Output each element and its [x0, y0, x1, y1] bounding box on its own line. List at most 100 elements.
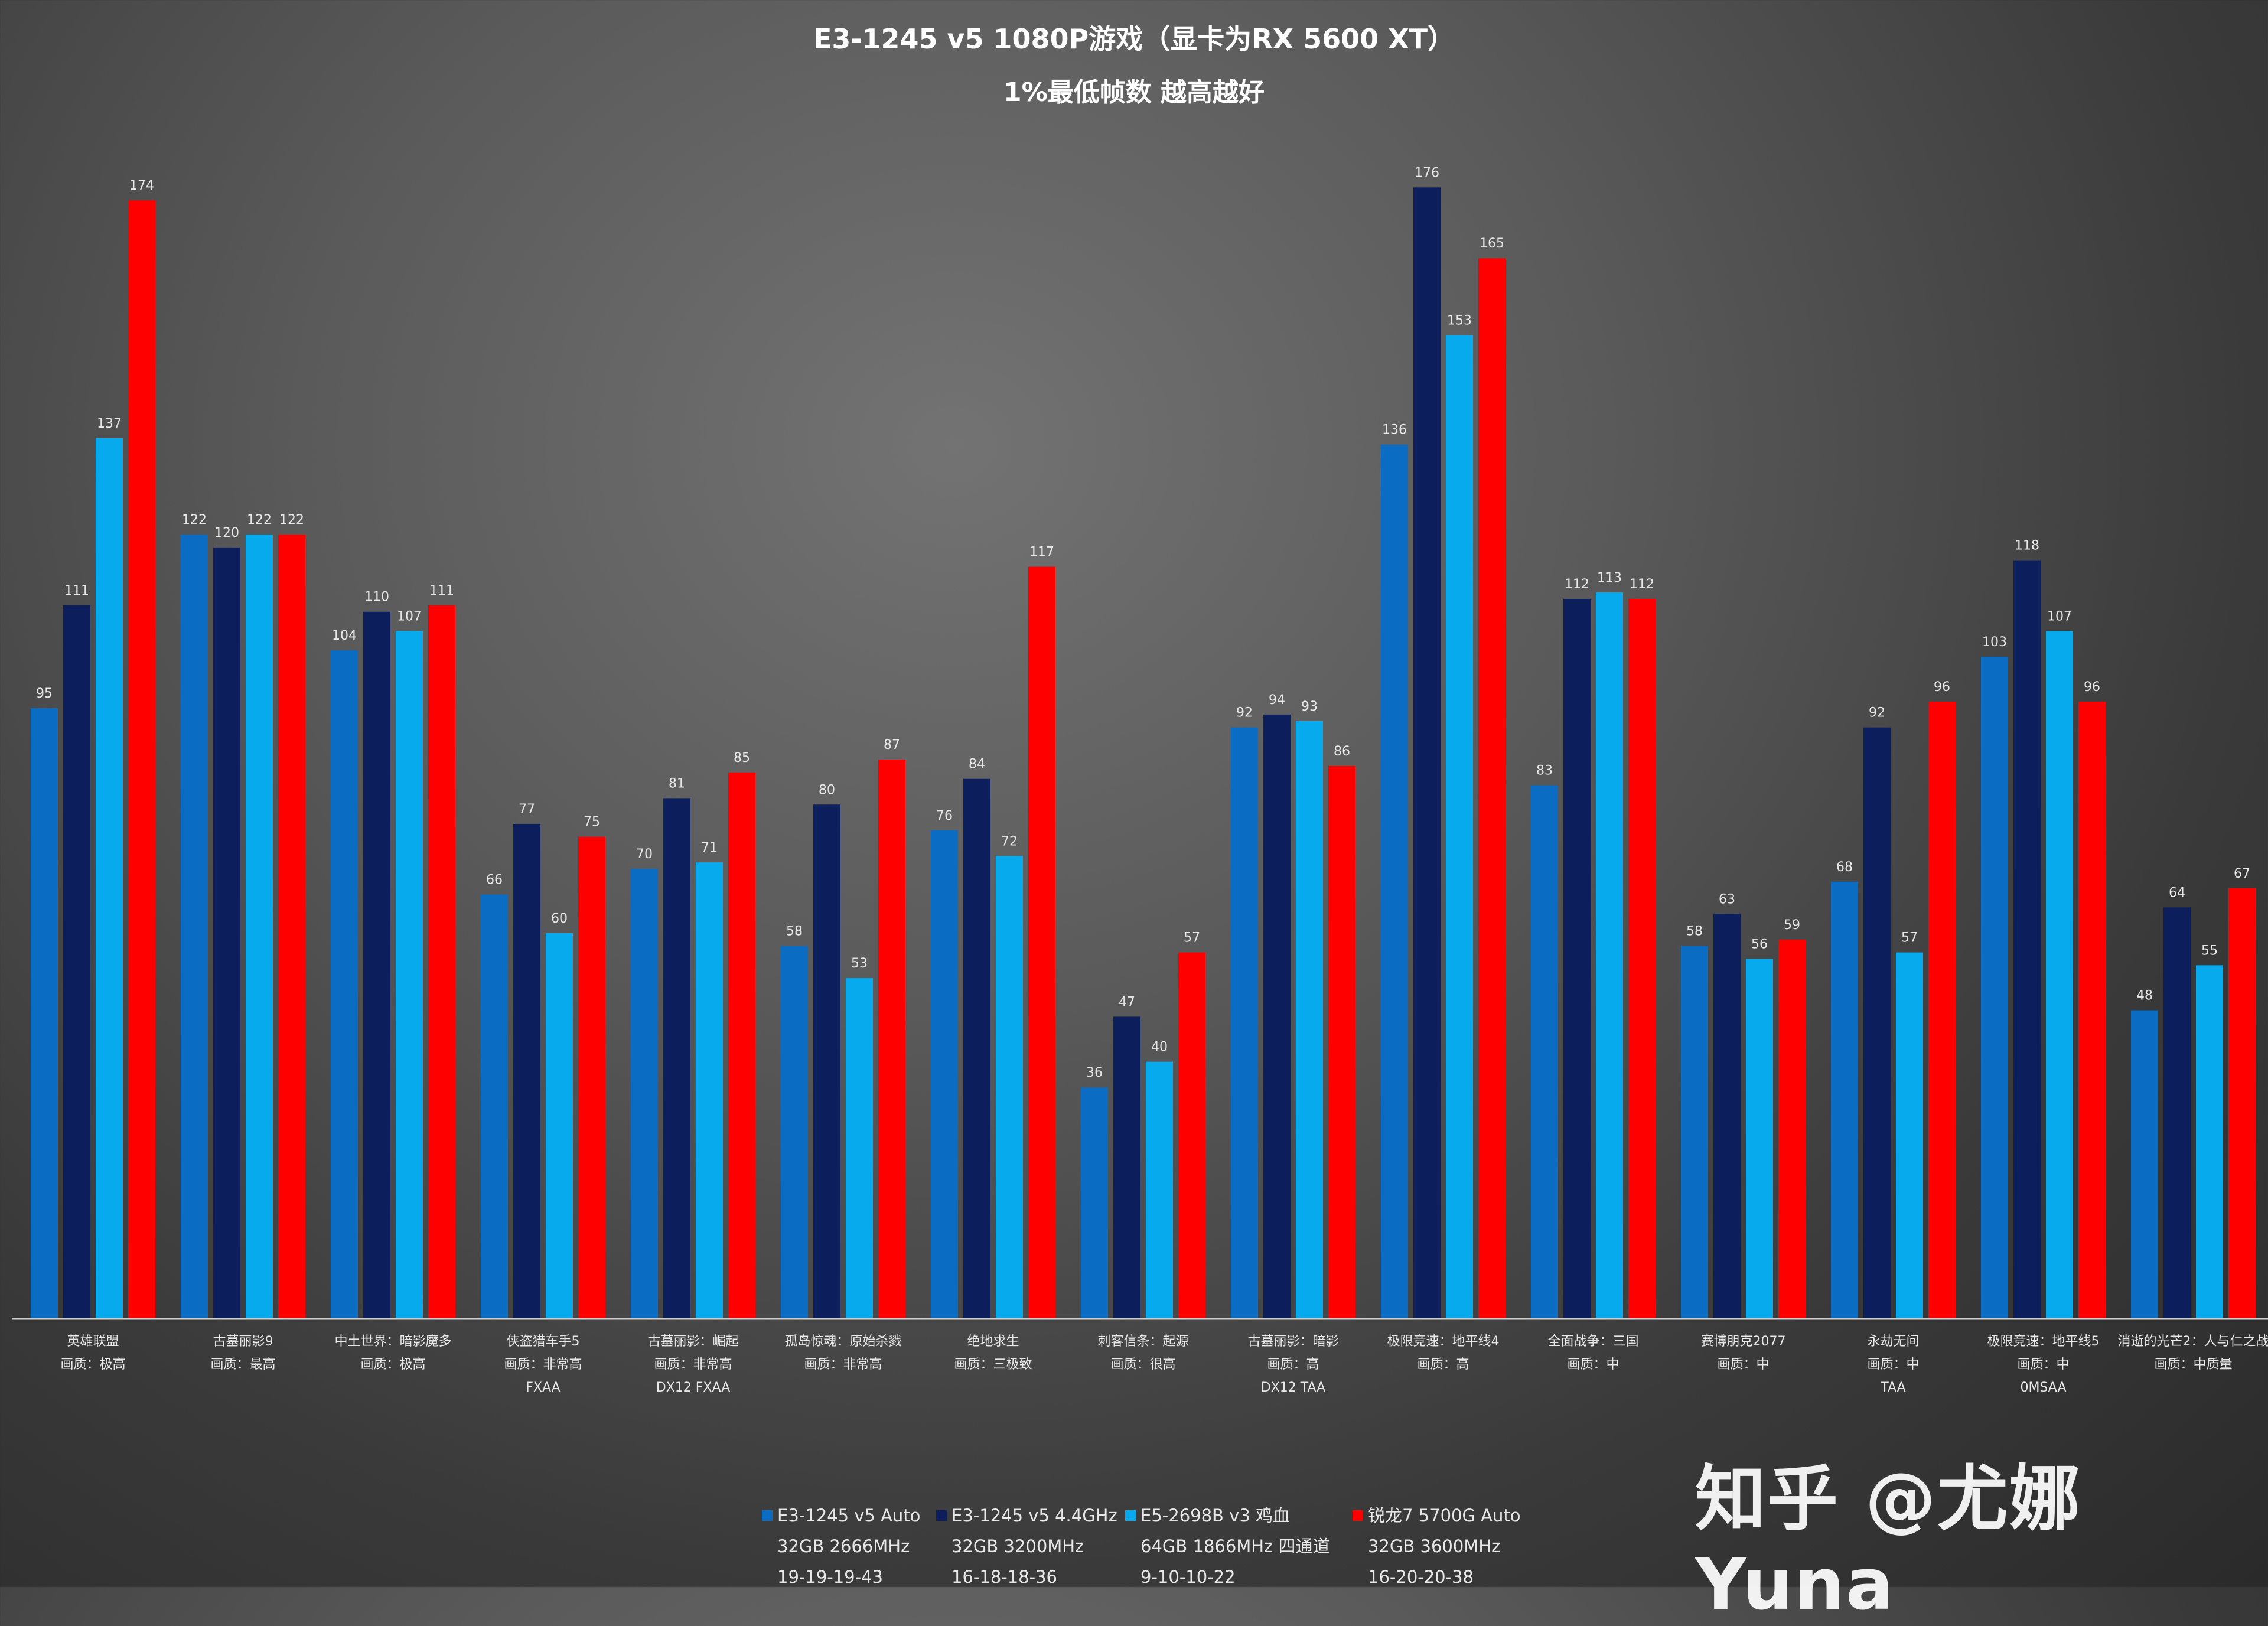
bar-2-11 [1563, 599, 1591, 1319]
data-label: 153 [1447, 314, 1472, 328]
bar-2-9 [1263, 715, 1291, 1319]
data-label: 103 [1982, 635, 2007, 650]
bar-2-15 [2163, 907, 2191, 1319]
data-label: 95 [36, 686, 53, 701]
legend-detail: 16-18-18-36 [951, 1562, 1117, 1592]
data-label: 58 [1686, 924, 1703, 939]
bar-3-10 [1446, 335, 1473, 1319]
data-label: 87 [884, 738, 900, 752]
category-label: 画质：很高 [1110, 1357, 1175, 1372]
category-label: 画质：非常高 [504, 1357, 582, 1372]
bar-4-5 [728, 773, 755, 1319]
data-label: 83 [1536, 764, 1553, 778]
bar-3-2 [246, 535, 273, 1319]
bar-2-6 [813, 804, 840, 1319]
bar-4-11 [1628, 599, 1656, 1319]
data-label: 86 [1334, 744, 1350, 759]
bar-3-15 [2196, 965, 2223, 1319]
data-label: 117 [1029, 545, 1054, 560]
bar-3-11 [1596, 592, 1623, 1319]
data-label: 60 [551, 911, 568, 926]
data-label: 112 [1630, 577, 1654, 592]
data-label: 48 [2136, 989, 2153, 1003]
data-label: 57 [1184, 931, 1200, 946]
data-label: 84 [969, 757, 985, 772]
bar-4-8 [1178, 953, 1205, 1319]
category-label: 画质：高 [1417, 1357, 1469, 1372]
legend-detail: 32GB 3200MHz [951, 1531, 1117, 1562]
bar-1-13 [1831, 882, 1858, 1319]
legend-label: E5-2698B v3 鸡血 [1140, 1506, 1290, 1526]
bar-4-4 [578, 837, 605, 1319]
data-label: 107 [397, 609, 422, 624]
category-label: 全面战争：三国 [1547, 1334, 1638, 1349]
data-label: 70 [636, 847, 653, 862]
bar-3-6 [846, 978, 873, 1319]
category-label: 赛博朋克2077 [1701, 1334, 1786, 1349]
category-label: DX12 TAA [1261, 1380, 1325, 1395]
data-label: 113 [1597, 571, 1622, 585]
bar-1-3 [331, 650, 358, 1319]
bar-2-7 [963, 779, 990, 1319]
category-label: 中土世界：暗影魔多 [334, 1334, 451, 1349]
bar-4-2 [278, 535, 305, 1319]
legend-swatch [1125, 1510, 1136, 1521]
legend-label: 锐龙7 5700G Auto [1368, 1506, 1521, 1526]
bar-3-13 [1896, 953, 1923, 1319]
legend-swatch [762, 1510, 773, 1521]
data-label: 67 [2234, 866, 2250, 881]
bar-1-11 [1531, 786, 1558, 1319]
bar-3-7 [996, 856, 1023, 1319]
category-label: 永劫无间 [1867, 1334, 1919, 1349]
legend-detail: 9-10-10-22 [1140, 1562, 1330, 1592]
data-label: 63 [1719, 892, 1735, 907]
data-label: 72 [1001, 834, 1018, 849]
data-label: 57 [1901, 931, 1918, 946]
category-label: 极限竞速：地平线4 [1387, 1334, 1500, 1349]
bar-1-7 [931, 830, 958, 1319]
category-labels: 英雄联盟画质：极高古墓丽影9画质：最高中土世界：暗影魔多画质：极高侠盗猎车手5画… [60, 1334, 2268, 1395]
bar-4-6 [878, 760, 905, 1319]
data-label: 53 [851, 956, 868, 971]
data-label: 40 [1151, 1040, 1168, 1055]
legend-detail: 32GB 2666MHz [777, 1531, 920, 1562]
bar-1-6 [781, 946, 808, 1319]
category-label: 画质：中质量 [2154, 1357, 2232, 1372]
data-label: 58 [786, 924, 803, 939]
data-label: 68 [1836, 860, 1853, 875]
category-label: 古墓丽影9 [213, 1334, 273, 1349]
data-label: 136 [1382, 423, 1407, 438]
bar-4-12 [1778, 940, 1806, 1319]
data-label: 59 [1784, 918, 1800, 933]
bar-3-8 [1146, 1062, 1173, 1319]
category-label: 画质：高 [1267, 1357, 1319, 1372]
bar-1-14 [1981, 657, 2008, 1319]
data-label: 56 [1751, 937, 1768, 952]
bar-4-13 [1928, 702, 1956, 1319]
category-label: TAA [1880, 1380, 1905, 1395]
bar-1-1 [31, 708, 58, 1319]
data-label: 77 [519, 802, 535, 817]
bar-2-1 [63, 605, 90, 1319]
bar-3-5 [696, 862, 723, 1319]
bar-3-12 [1746, 959, 1773, 1319]
category-label: 画质：中 [1867, 1357, 1919, 1372]
bar-2-5 [663, 798, 690, 1319]
data-label: 107 [2047, 609, 2072, 624]
bar-2-13 [1863, 728, 1891, 1319]
category-label: 画质：非常高 [804, 1357, 882, 1372]
data-label: 111 [429, 584, 454, 598]
legend-label: E3-1245 v5 Auto [777, 1506, 920, 1526]
data-label: 85 [734, 751, 750, 765]
bar-4-1 [128, 200, 155, 1319]
data-label: 55 [2201, 943, 2218, 958]
bar-2-4 [513, 824, 540, 1319]
legend-label: E3-1245 v5 4.4GHz [951, 1506, 1117, 1526]
category-label: 0MSAA [2020, 1380, 2066, 1395]
data-label: 120 [214, 526, 239, 540]
data-label: 96 [2084, 680, 2100, 695]
legend-detail: 16-20-20-38 [1368, 1562, 1521, 1592]
